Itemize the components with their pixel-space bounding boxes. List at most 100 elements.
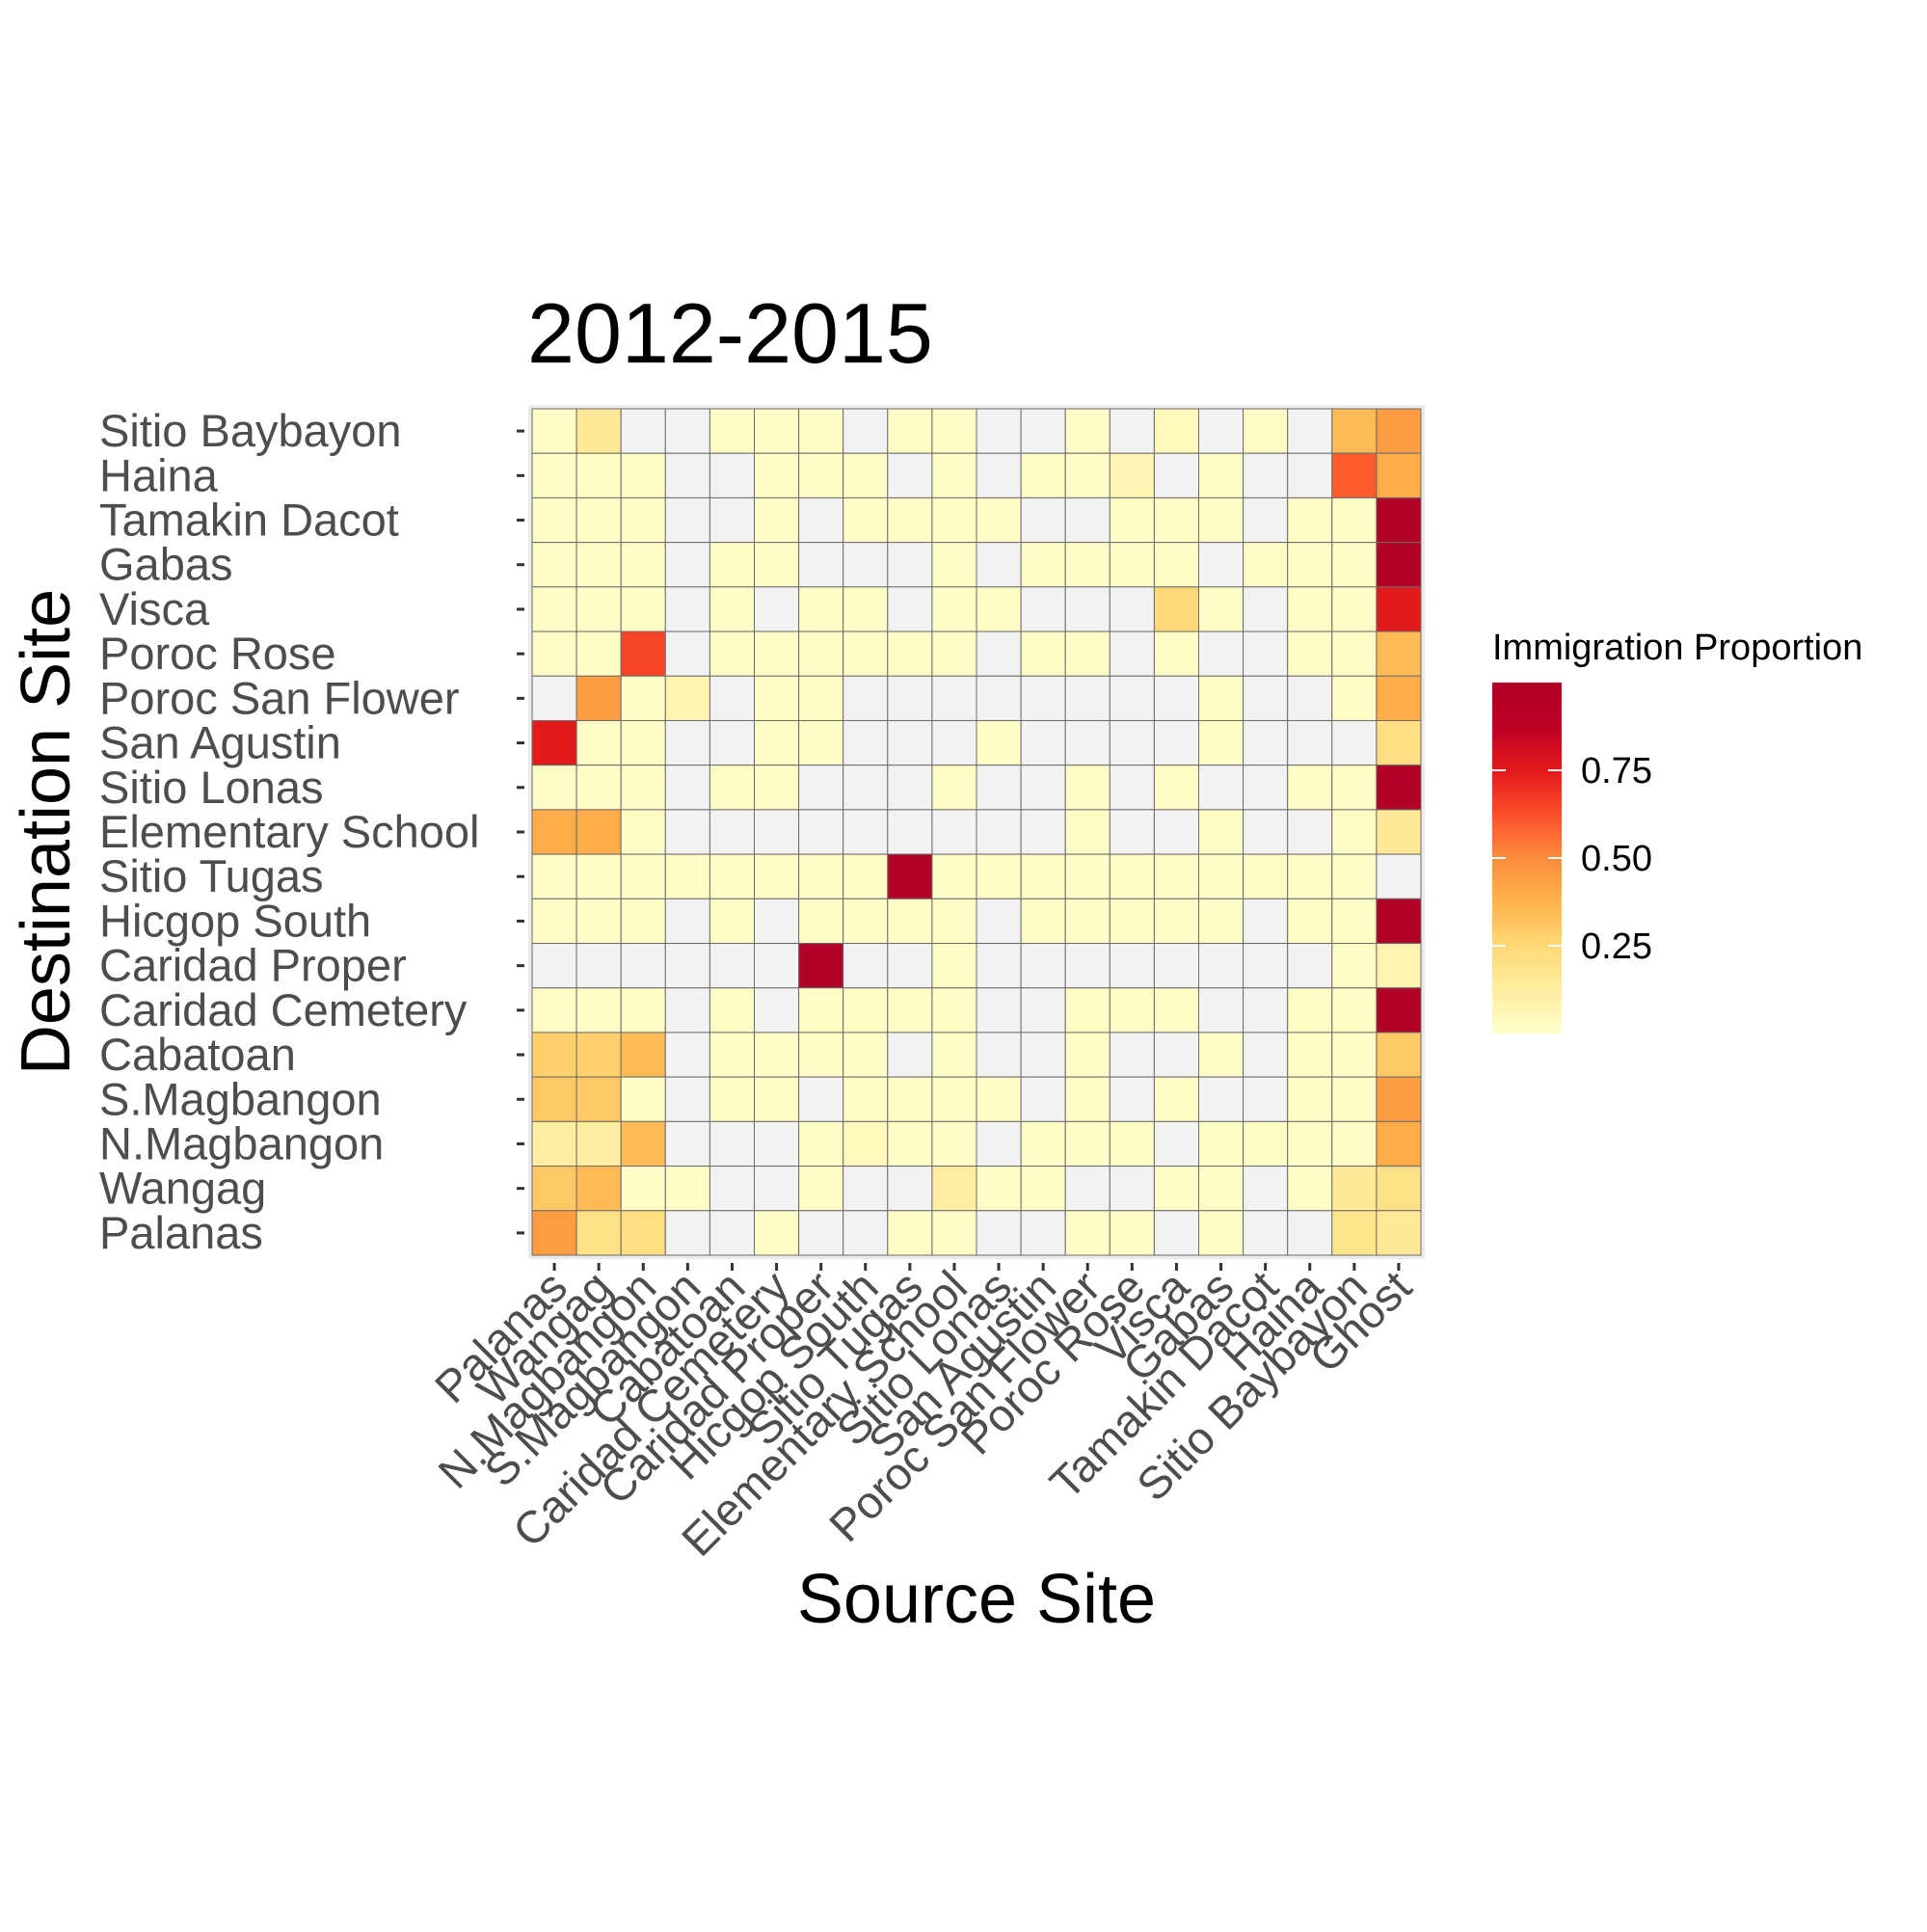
- y-tick-label: Sitio Lonas: [99, 762, 324, 813]
- heatmap-cell: [664, 853, 710, 899]
- heatmap-cell: [709, 898, 756, 945]
- heatmap-cell: [1064, 1166, 1111, 1212]
- heatmap-cell: [1153, 898, 1200, 945]
- heatmap-cell: [754, 586, 800, 632]
- heatmap-cell: [620, 542, 666, 588]
- heatmap-cell: [887, 1120, 933, 1167]
- heatmap-cell: [1287, 1076, 1333, 1122]
- heatmap-cell: [620, 1032, 666, 1078]
- heatmap-cell: [1109, 1076, 1155, 1122]
- heatmap-cell: [709, 586, 756, 632]
- heatmap-cell: [1064, 542, 1111, 588]
- heatmap-cell: [1376, 452, 1422, 498]
- heatmap-cell: [1243, 943, 1289, 989]
- heatmap-cell: [664, 1166, 710, 1212]
- heatmap-cell: [1109, 586, 1155, 632]
- heatmap-cell: [575, 1076, 622, 1122]
- heatmap-cell: [1287, 1120, 1333, 1167]
- legend-label: 0.25: [1581, 926, 1652, 967]
- heatmap-cell: [887, 408, 933, 454]
- heatmap-cell: [1287, 809, 1333, 855]
- heatmap-cell: [1064, 809, 1111, 855]
- heatmap-cell: [709, 1076, 756, 1122]
- heatmap-cell: [1376, 719, 1422, 766]
- heatmap-cells: [528, 405, 1425, 1259]
- heatmap-cell: [620, 1166, 666, 1212]
- heatmap-cell: [931, 809, 977, 855]
- heatmap-cell: [1243, 586, 1289, 632]
- heatmap-cell: [1020, 809, 1066, 855]
- heatmap-cell: [1109, 452, 1155, 498]
- heatmap-cell: [931, 496, 977, 544]
- y-tick-label: Cabatoan: [99, 1029, 296, 1080]
- heatmap-cell: [843, 1120, 889, 1167]
- heatmap-cell: [1020, 853, 1066, 899]
- heatmap-cell: [1331, 496, 1378, 544]
- heatmap-cell: [1331, 408, 1378, 454]
- heatmap-cell: [1243, 675, 1289, 721]
- heatmap-cell: [843, 898, 889, 945]
- heatmap-cell: [1020, 765, 1066, 811]
- heatmap-cell: [1331, 542, 1378, 588]
- heatmap-cell: [1064, 1210, 1111, 1256]
- heatmap-cell: [976, 1166, 1022, 1212]
- heatmap-cell: [1020, 898, 1066, 945]
- heatmap-cell: [531, 719, 577, 766]
- heatmap-cell: [798, 496, 844, 544]
- heatmap-cell: [575, 408, 622, 454]
- heatmap-cell: [1376, 898, 1422, 945]
- heatmap-cell: [887, 1210, 933, 1256]
- heatmap-cell: [1243, 809, 1289, 855]
- heatmap-cell: [1376, 586, 1422, 632]
- heatmap-cell: [620, 898, 666, 945]
- heatmap-cell: [798, 408, 844, 454]
- heatmap-cell: [1020, 496, 1066, 544]
- heatmap-cell: [531, 987, 577, 1033]
- heatmap-cell: [1064, 1032, 1111, 1078]
- heatmap-cell: [1109, 1210, 1155, 1256]
- heatmap-cell: [976, 1120, 1022, 1167]
- heatmap-cell: [1153, 1120, 1200, 1167]
- heatmap-cell: [798, 452, 844, 498]
- heatmap-cell: [709, 809, 756, 855]
- heatmap-cell: [843, 987, 889, 1033]
- heatmap-cell: [1287, 898, 1333, 945]
- heatmap-cell: [1064, 943, 1111, 989]
- heatmap-cell: [754, 809, 800, 855]
- heatmap-cell: [1064, 1076, 1111, 1122]
- heatmap-cell: [1331, 586, 1378, 632]
- y-tick-label: Sitio Baybayon: [99, 405, 402, 456]
- heatmap-cell: [575, 586, 622, 632]
- heatmap-cell: [798, 1210, 844, 1256]
- heatmap-cell: [931, 1210, 977, 1256]
- heatmap-cell: [1287, 1166, 1333, 1212]
- heatmap-cell: [931, 408, 977, 454]
- heatmap-cell: [1376, 1120, 1422, 1167]
- heatmap-cell: [575, 719, 622, 766]
- heatmap-cell: [1020, 631, 1066, 677]
- heatmap-cell: [531, 765, 577, 811]
- heatmap-cell: [1109, 631, 1155, 677]
- heatmap-cell: [531, 1210, 577, 1256]
- heatmap-cell: [664, 1032, 710, 1078]
- heatmap-cell: [1020, 542, 1066, 588]
- heatmap-cell: [1153, 675, 1200, 721]
- heatmap-cell: [843, 1210, 889, 1256]
- heatmap-cell: [1376, 809, 1422, 855]
- heatmap-cell: [1064, 765, 1111, 811]
- heatmap-cell: [1331, 809, 1378, 855]
- heatmap-cell: [887, 1166, 933, 1212]
- heatmap-cell: [754, 496, 800, 544]
- heatmap-cell: [931, 586, 977, 632]
- heatmap-cell: [1198, 898, 1245, 945]
- heatmap-cell: [754, 898, 800, 945]
- heatmap-cell: [531, 631, 577, 677]
- heatmap-cell: [1020, 1032, 1066, 1078]
- heatmap-cell: [843, 1032, 889, 1078]
- heatmap-cell: [1287, 1210, 1333, 1256]
- heatmap-cell: [843, 943, 889, 989]
- heatmap-cell: [931, 1076, 977, 1122]
- heatmap-cell: [1198, 675, 1245, 721]
- heatmap-cell: [1109, 853, 1155, 899]
